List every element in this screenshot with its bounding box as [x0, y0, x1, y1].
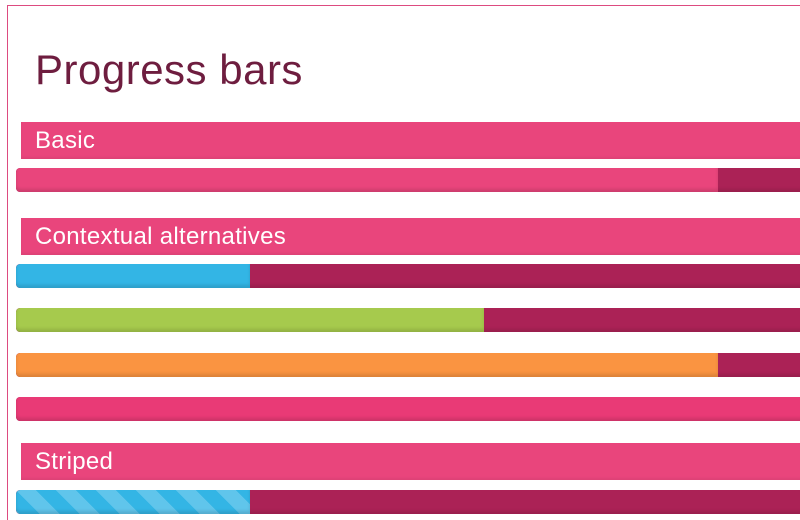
- progress-track-warning: [16, 353, 800, 377]
- progress-fill-striped-info: [16, 490, 250, 514]
- progress-fill-danger: [16, 397, 800, 421]
- progress-track-info: [16, 264, 800, 288]
- section-header-label: Basic: [35, 126, 96, 154]
- progress-fill-basic: [16, 168, 718, 192]
- section-header-striped: Striped: [21, 443, 800, 480]
- progress-fill-warning: [16, 353, 718, 377]
- section-header-label: Striped: [35, 447, 114, 475]
- progress-track-striped-info: [16, 490, 800, 514]
- section-header-label: Contextual alternatives: [35, 222, 287, 250]
- progress-fill-info: [16, 264, 250, 288]
- section-header-contextual: Contextual alternatives: [21, 218, 800, 255]
- section-header-basic: Basic: [21, 122, 800, 159]
- page-title: Progress bars: [35, 46, 303, 93]
- progress-track-basic: [16, 168, 800, 192]
- progress-track-success: [16, 308, 800, 332]
- progress-track-danger: [16, 397, 800, 421]
- progress-fill-success: [16, 308, 484, 332]
